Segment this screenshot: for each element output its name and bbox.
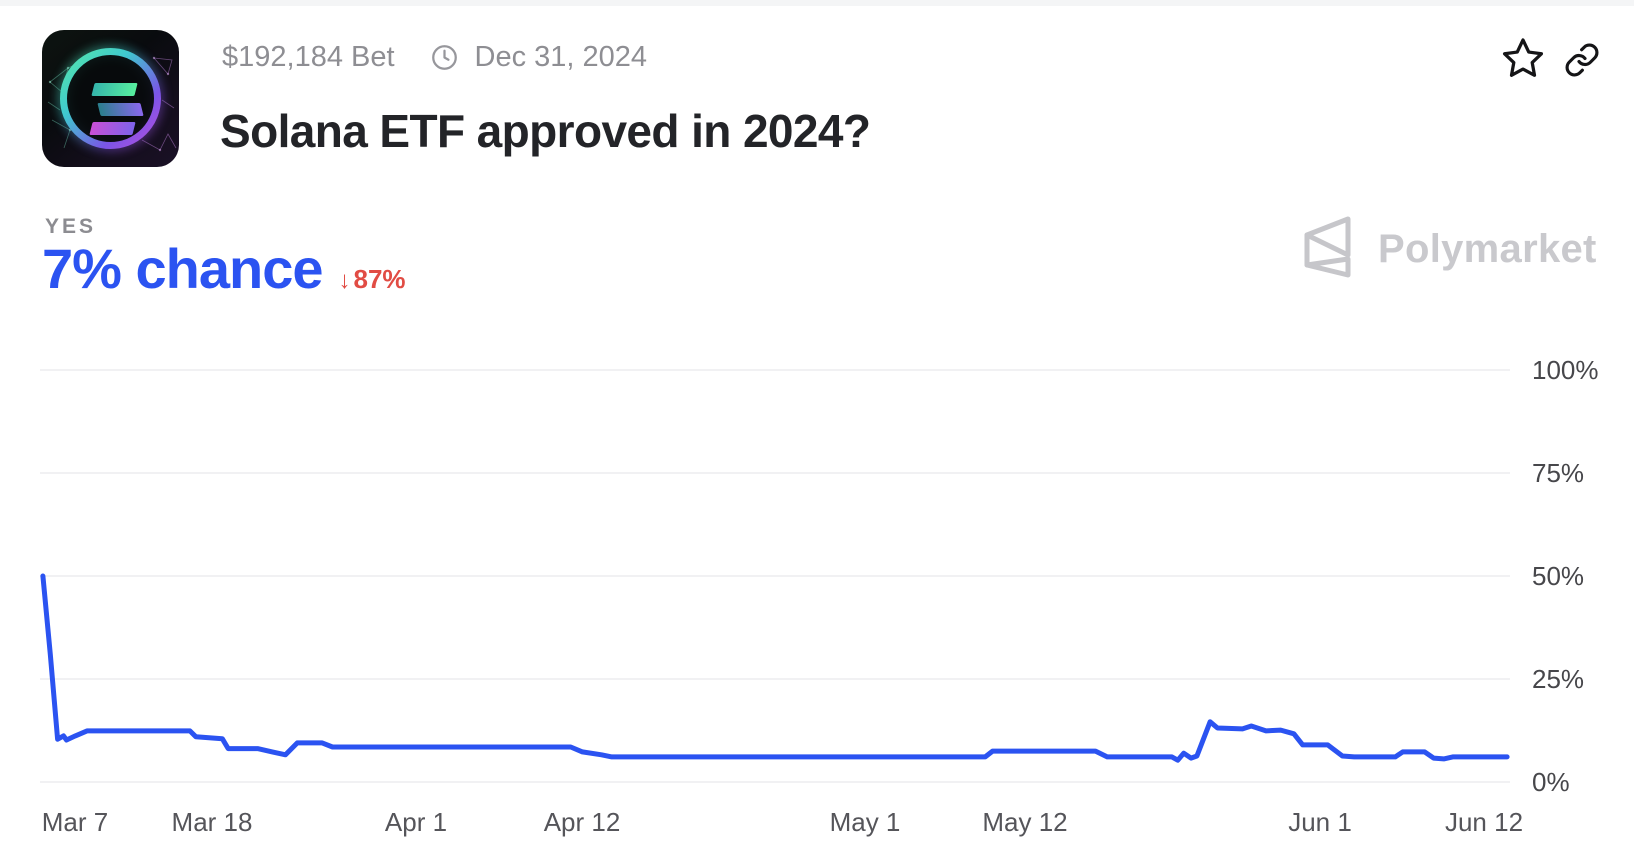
- x-axis-label: Mar 7: [41, 807, 109, 837]
- y-axis-label: 0%: [1532, 767, 1570, 797]
- end-date: Dec 31, 2024: [474, 41, 648, 73]
- favorite-star-button[interactable]: [1499, 35, 1547, 83]
- link-icon: [1564, 43, 1600, 81]
- polymarket-wordmark: Polymarket: [1378, 227, 1597, 271]
- solana-logo-bar-bottom: [89, 122, 136, 135]
- x-axis-label: May 12: [982, 807, 1068, 837]
- solana-logo-bar-top: [91, 83, 138, 96]
- copy-link-button[interactable]: [1563, 42, 1601, 80]
- y-axis: 0% 25% 50% 75% 100%: [1532, 355, 1632, 797]
- polymarket-watermark: Polymarket: [1298, 216, 1597, 283]
- star-icon: [1500, 38, 1546, 84]
- solana-market-icon: [42, 30, 179, 167]
- plexus-lines-right: [141, 57, 177, 151]
- solana-logo-bar-middle: [97, 103, 144, 116]
- price-line-yes: [40, 573, 1510, 763]
- x-axis-label: Apr 12: [543, 807, 621, 837]
- x-axis-label: Apr 1: [384, 807, 448, 837]
- solana-icon-ring: [47, 45, 177, 152]
- bet-amount: $192,184 Bet: [222, 41, 395, 73]
- x-axis-label: Mar 18: [171, 807, 253, 837]
- chance-row: 7% chance ↓ 87%: [42, 238, 406, 300]
- x-axis-label: May 1: [829, 807, 901, 837]
- clock-icon: [431, 44, 458, 71]
- y-axis-label: 50%: [1532, 561, 1585, 591]
- x-axis-label: Jun 1: [1288, 807, 1352, 837]
- price-chart-svg: [40, 369, 1510, 783]
- y-axis-label: 100%: [1532, 355, 1599, 385]
- x-axis-label: Jun 12: [1444, 807, 1524, 837]
- polymarket-logo-icon: [1298, 216, 1354, 283]
- top-edge-divider: [0, 0, 1634, 6]
- chance-value: 7% chance: [42, 237, 323, 300]
- y-axis-label: 25%: [1532, 664, 1585, 694]
- y-axis-label: 75%: [1532, 458, 1585, 488]
- change-badge: ↓ 87%: [339, 264, 406, 295]
- price-chart-plot[interactable]: [40, 369, 1510, 783]
- change-percent: 87%: [353, 264, 406, 294]
- x-axis: Mar 7 Mar 18 Apr 1 Apr 12 May 1 May 12 Jun 1 Ju…: [40, 807, 1523, 838]
- market-title: Solana ETF approved in 2024?: [220, 105, 871, 157]
- down-arrow-icon: ↓: [338, 267, 351, 294]
- outcome-label: YES: [45, 215, 97, 238]
- market-meta: $192,184 Bet Dec 31, 2024: [222, 40, 647, 74]
